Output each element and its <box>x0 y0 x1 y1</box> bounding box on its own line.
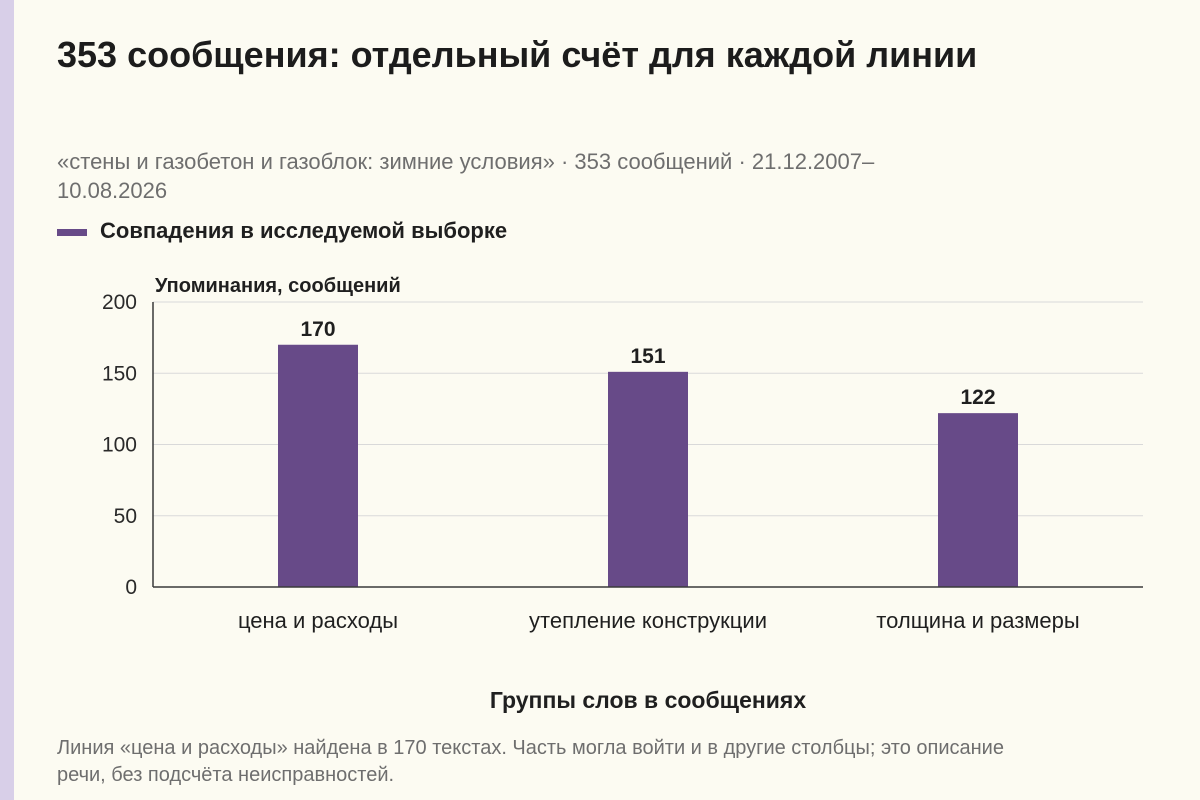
x-axis-title: Группы слов в сообщениях <box>490 687 806 713</box>
bar <box>608 371 688 587</box>
legend-swatch <box>57 228 87 236</box>
legend-label: Совпадения в исследуемой выборке <box>100 218 508 243</box>
bar-value-label: 151 <box>630 345 665 368</box>
x-category-label: цена и расходы <box>238 608 398 633</box>
bar-value-label: 170 <box>300 318 335 341</box>
footnote: Линия «цена и расходы» найдена в 170 тек… <box>57 737 1004 786</box>
y-tick-label: 150 <box>102 362 137 385</box>
bar <box>938 413 1018 587</box>
chart-subtitle: «стены и газобетон и газоблок: зимние ус… <box>57 149 875 203</box>
y-tick-label: 200 <box>102 291 137 314</box>
bar <box>278 344 358 587</box>
page-title: 353 сообщения: отдельный счёт для каждой… <box>57 34 978 75</box>
x-category-label: толщина и размеры <box>876 608 1079 633</box>
y-tick-label: 0 <box>125 576 137 599</box>
bar-value-label: 122 <box>960 386 995 409</box>
x-category-label: утепление конструкции <box>529 608 767 633</box>
chart-legend: Совпадения в исследуемой выборке <box>57 218 507 244</box>
accent-bar <box>0 0 14 800</box>
y-axis-title: Упоминания, сообщений <box>155 275 401 297</box>
y-tick-label: 100 <box>102 434 137 457</box>
y-tick-label: 50 <box>114 505 137 528</box>
